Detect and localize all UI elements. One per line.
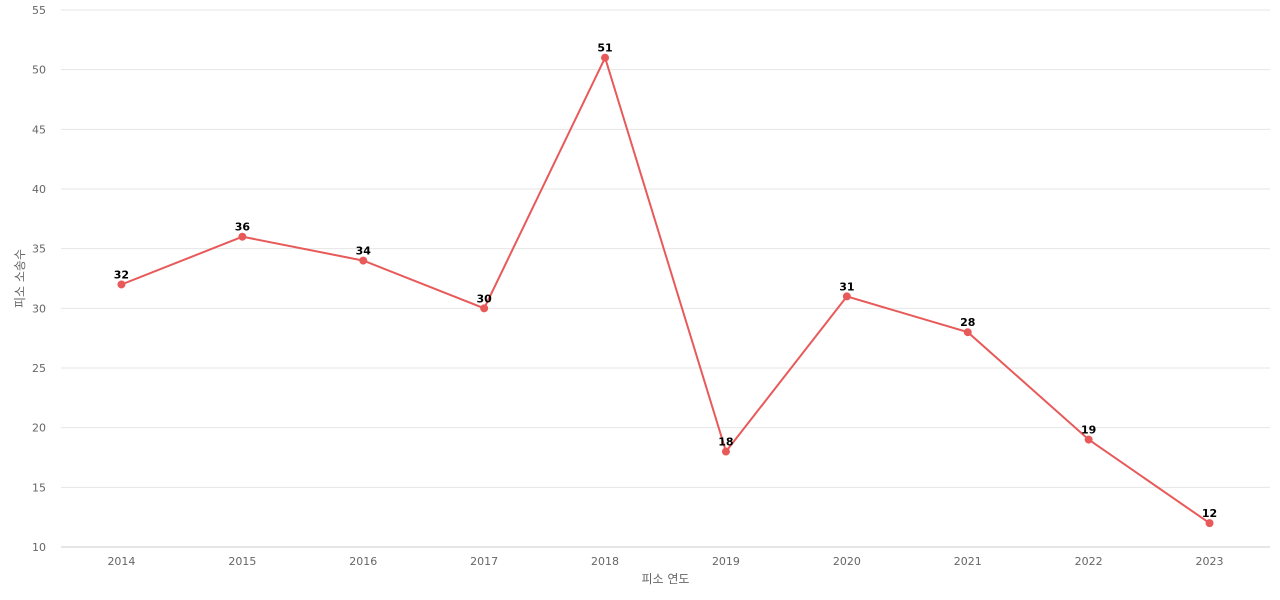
x-tick-label: 2015 — [228, 555, 256, 568]
y-tick-label: 10 — [32, 541, 46, 554]
data-point — [721, 447, 730, 456]
y-tick-label: 35 — [32, 243, 46, 256]
x-tick-label: 2016 — [349, 555, 377, 568]
y-tick-label: 55 — [32, 4, 46, 17]
x-axis-ticks: 2014 2015 2016 2017 2018 2019 2020 2021 2022 2023 — [107, 555, 1223, 568]
data-label: 18 — [718, 436, 733, 449]
data-point — [480, 304, 489, 313]
data-label: 34 — [356, 245, 372, 258]
data-point — [963, 328, 972, 337]
data-label: 12 — [1202, 507, 1217, 520]
y-axis-ticks: 10 15 20 25 30 35 40 45 50 55 — [32, 4, 46, 554]
x-tick-label: 2017 — [470, 555, 498, 568]
x-tick-label: 2023 — [1196, 555, 1224, 568]
x-tick-label: 2019 — [712, 555, 740, 568]
data-point — [842, 292, 851, 301]
data-point — [1084, 435, 1093, 444]
grid — [61, 9, 1270, 488]
data-label: 32 — [114, 268, 129, 281]
y-tick-label: 40 — [32, 183, 46, 196]
data-point — [601, 53, 610, 62]
data-label: 28 — [960, 316, 975, 329]
data-label: 51 — [597, 42, 612, 55]
data-point — [1205, 519, 1214, 528]
y-tick-label: 45 — [32, 123, 46, 136]
series-line — [121, 54, 1211, 524]
data-points — [117, 53, 1214, 528]
x-axis-title: 피소 연도 — [642, 572, 690, 586]
x-tick-label: 2018 — [591, 555, 619, 568]
data-label: 31 — [839, 280, 854, 293]
x-tick-label: 2014 — [107, 555, 135, 568]
data-labels: 32 36 34 30 51 18 31 28 19 12 — [114, 42, 1217, 520]
data-label: 36 — [235, 221, 251, 234]
x-tick-label: 2020 — [833, 555, 861, 568]
x-tick-label: 2021 — [954, 555, 982, 568]
data-point — [238, 232, 247, 241]
data-point — [117, 280, 126, 289]
data-label: 19 — [1081, 424, 1096, 437]
y-tick-label: 30 — [32, 302, 46, 315]
data-point — [359, 256, 368, 265]
data-label: 30 — [476, 292, 492, 305]
y-tick-label: 15 — [32, 481, 46, 494]
y-axis-title: 피소 소송수 — [13, 249, 27, 308]
y-tick-label: 25 — [32, 362, 46, 375]
y-tick-label: 50 — [32, 64, 46, 77]
x-tick-label: 2022 — [1075, 555, 1103, 568]
y-tick-label: 20 — [32, 422, 46, 435]
